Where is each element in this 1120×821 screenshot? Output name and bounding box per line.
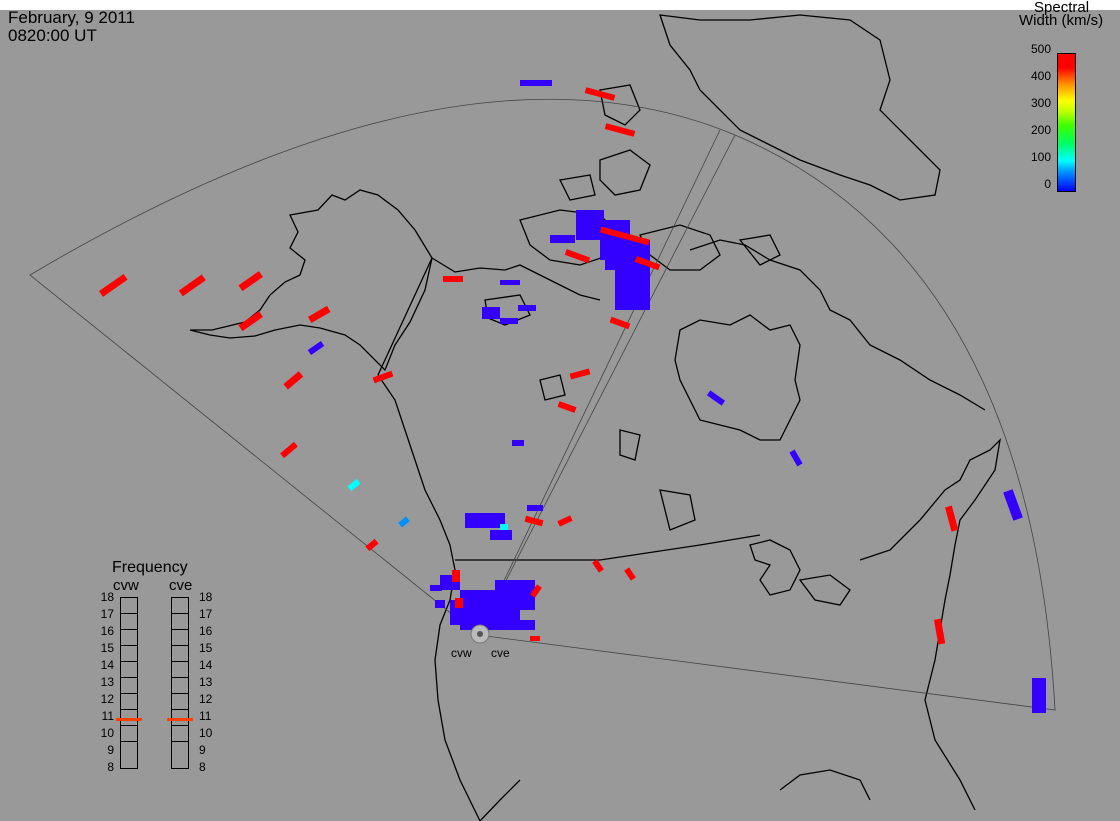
colorbar-units: Width (km/s) [1019, 12, 1104, 29]
frequency-tick-right: 16 [199, 624, 213, 638]
frequency-tick-right: 12 [199, 692, 213, 706]
frequency-column-cve [171, 597, 189, 769]
frequency-tick-right: 11 [199, 709, 212, 723]
colorbar-tick: 500 [1030, 42, 1051, 56]
frequency-tick-left: 18 [100, 590, 114, 604]
fov-boundary [29, 98, 1056, 711]
frequency-tick-left: 13 [100, 675, 114, 689]
colorbar-tick: 100 [1030, 150, 1051, 164]
frequency-tick-left: 8 [107, 760, 114, 774]
frequency-tick-right: 9 [199, 743, 206, 757]
scatter-mid-width [347, 478, 508, 530]
frequency-radar-cve: cve [169, 577, 193, 594]
map-background [0, 10, 1120, 821]
frequency-tick-right: 14 [199, 658, 213, 672]
frequency-marker-cvw [116, 718, 142, 722]
map-time: 0820:00 UT [8, 26, 97, 45]
colorbar-tick: 400 [1030, 69, 1051, 83]
frequency-tick-right: 10 [199, 726, 213, 740]
coastline [189, 14, 1001, 821]
frequency-tick-left: 12 [100, 692, 114, 706]
site-label-cvw: cvw [451, 646, 472, 660]
spectral-width-colorbar [1057, 53, 1076, 192]
frequency-tick-left: 16 [100, 624, 114, 638]
frequency-tick-left: 10 [100, 726, 114, 740]
colorbar-tick: 0 [1044, 177, 1051, 191]
frequency-title: Frequency [112, 559, 188, 576]
colorbar-tick: 200 [1030, 123, 1051, 137]
frequency-tick-left: 15 [100, 641, 114, 655]
frequency-tick-right: 15 [199, 641, 213, 655]
frequency-column-cvw [120, 597, 138, 769]
frequency-tick-right: 18 [199, 590, 213, 604]
frequency-tick-right: 8 [199, 760, 206, 774]
frequency-tick-left: 17 [100, 607, 114, 621]
frequency-tick-left: 11 [101, 709, 114, 723]
site-label-cve: cve [491, 646, 510, 660]
colorbar-tick: 300 [1030, 96, 1051, 110]
scatter-high-width [98, 87, 959, 645]
frequency-tick-left: 9 [107, 743, 114, 757]
frequency-tick-left: 14 [100, 658, 114, 672]
frequency-marker-cve [167, 718, 193, 722]
frequency-radar-cvw: cvw [113, 577, 139, 594]
frequency-tick-right: 17 [199, 607, 213, 621]
frequency-tick-right: 13 [199, 675, 213, 689]
scatter-low-width [307, 80, 1046, 713]
map-date: February, 9 2011 [8, 8, 135, 27]
colorbar-title: Spectral [1034, 0, 1090, 16]
radar-site-icon [470, 624, 490, 644]
